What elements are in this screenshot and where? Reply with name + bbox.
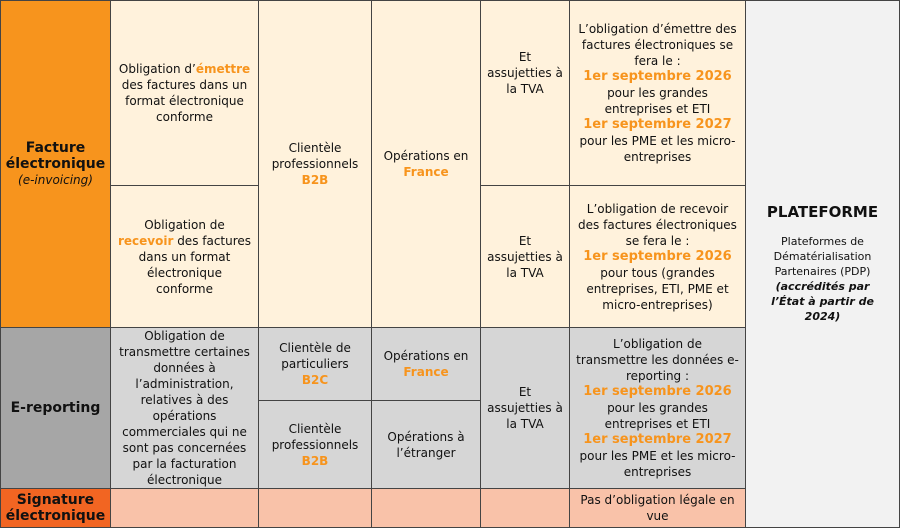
- note-cell: Pas d’obligation légale en vue: [569, 488, 746, 528]
- client-cell: Clientèle professionnels B2B: [258, 400, 372, 489]
- accent: France: [403, 165, 449, 179]
- timeline-date: 1er septembre 2026: [583, 248, 732, 264]
- timeline-cell: L’obligation de recevoir des factures él…: [569, 185, 746, 328]
- timeline-cell: L’obligation de transmettre les données …: [569, 327, 746, 489]
- client-cell: Clientèle professionnels B2B: [258, 0, 372, 328]
- timeline-date: 1er septembre 2026: [583, 69, 732, 84]
- tva-cell: Et assujetties à la TVA: [480, 327, 570, 489]
- accent: B2B: [301, 173, 329, 187]
- text: Et assujetties à la TVA: [487, 50, 563, 96]
- category-cell: Facture électronique (e-invoicing): [0, 0, 111, 328]
- text: Clientèle professionnels: [271, 141, 359, 171]
- obligation-cell: Obligation de transmettre certaines donn…: [110, 327, 259, 489]
- accent: B2B: [301, 453, 329, 468]
- timeline-intro: L’obligation d’émettre des factures élec…: [578, 22, 737, 68]
- text: Clientèle de particuliers: [279, 341, 351, 371]
- accent: émettre: [195, 62, 251, 76]
- timeline-intro: L’obligation de transmettre les données …: [576, 337, 739, 383]
- operations-cell: Opérations en France: [371, 0, 481, 328]
- platform-title: PLATEFORME: [766, 203, 879, 221]
- timeline-intro: L’obligation de recevoir des factures él…: [578, 201, 737, 248]
- operations-cell: Opérations à l’étranger: [371, 400, 481, 489]
- timeline-cell: L’obligation d’émettre des factures élec…: [569, 0, 746, 186]
- empty-cell: [371, 488, 481, 528]
- text: Obligation de transmettre certaines donn…: [119, 329, 250, 487]
- text: Opérations en: [383, 149, 469, 163]
- text: Et assujetties à la TVA: [487, 233, 563, 280]
- accent: B2C: [301, 373, 329, 387]
- obligation-text: Obligation de recevoir des factures dans…: [117, 217, 252, 297]
- text: Obligation d’: [118, 62, 196, 76]
- text: Opérations à l’étranger: [387, 429, 465, 460]
- category-title: Facture électronique: [5, 140, 106, 172]
- timeline-date: 1er septembre 2027: [583, 117, 732, 132]
- platform-cell: PLATEFORME Plateformes de Dématérialisat…: [745, 0, 900, 528]
- tva-cell: Et assujetties à la TVA: [480, 185, 570, 328]
- timeline-text: pour les grandes entreprises et ETI: [604, 401, 711, 431]
- obligation-cell: Obligation d’émettre des factures dans u…: [110, 0, 259, 186]
- obligation-text: Obligation d’émettre des factures dans u…: [117, 61, 252, 125]
- category-cell: Signature électronique: [0, 488, 111, 528]
- category-title: E-reporting: [10, 400, 101, 416]
- client-cell: Clientèle de particuliers B2C: [258, 327, 372, 401]
- text: Et assujetties à la TVA: [487, 385, 563, 431]
- category-cell: E-reporting: [0, 327, 111, 489]
- timeline-text: pour les PME et les micro-entreprises: [579, 449, 736, 479]
- accent: recevoir: [117, 233, 174, 248]
- empty-cell: [258, 488, 372, 528]
- accent: France: [403, 365, 449, 379]
- empty-cell: [110, 488, 259, 528]
- timeline-date: 1er septembre 2026: [583, 384, 732, 399]
- timeline-date: 1er septembre 2027: [583, 432, 732, 447]
- text: des factures dans un format électronique…: [138, 233, 252, 296]
- text: Obligation de: [144, 217, 225, 232]
- obligation-cell: Obligation de recevoir des factures dans…: [110, 185, 259, 328]
- timeline-text: pour les grandes entreprises et ETI: [604, 86, 711, 116]
- platform-description: Plateformes de Dématérialisation Partena…: [773, 235, 872, 278]
- category-title: Signature électronique: [5, 492, 106, 524]
- tva-cell: Et assujetties à la TVA: [480, 0, 570, 186]
- text: des factures dans un format électronique…: [121, 78, 248, 124]
- operations-cell: Opérations en France: [371, 327, 481, 401]
- text: Clientèle professionnels: [271, 421, 359, 452]
- empty-cell: [480, 488, 570, 528]
- timeline-text: pour tous (grandes entreprises, ETI, PME…: [586, 265, 729, 312]
- text: Opérations en: [383, 349, 469, 363]
- category-subtitle: (e-invoicing): [18, 173, 93, 187]
- text: Pas d’obligation légale en vue: [580, 493, 735, 523]
- timeline-text: pour les PME et les micro-entreprises: [579, 134, 736, 164]
- platform-note: (accrédités par l’État à partir de 2024): [771, 280, 874, 323]
